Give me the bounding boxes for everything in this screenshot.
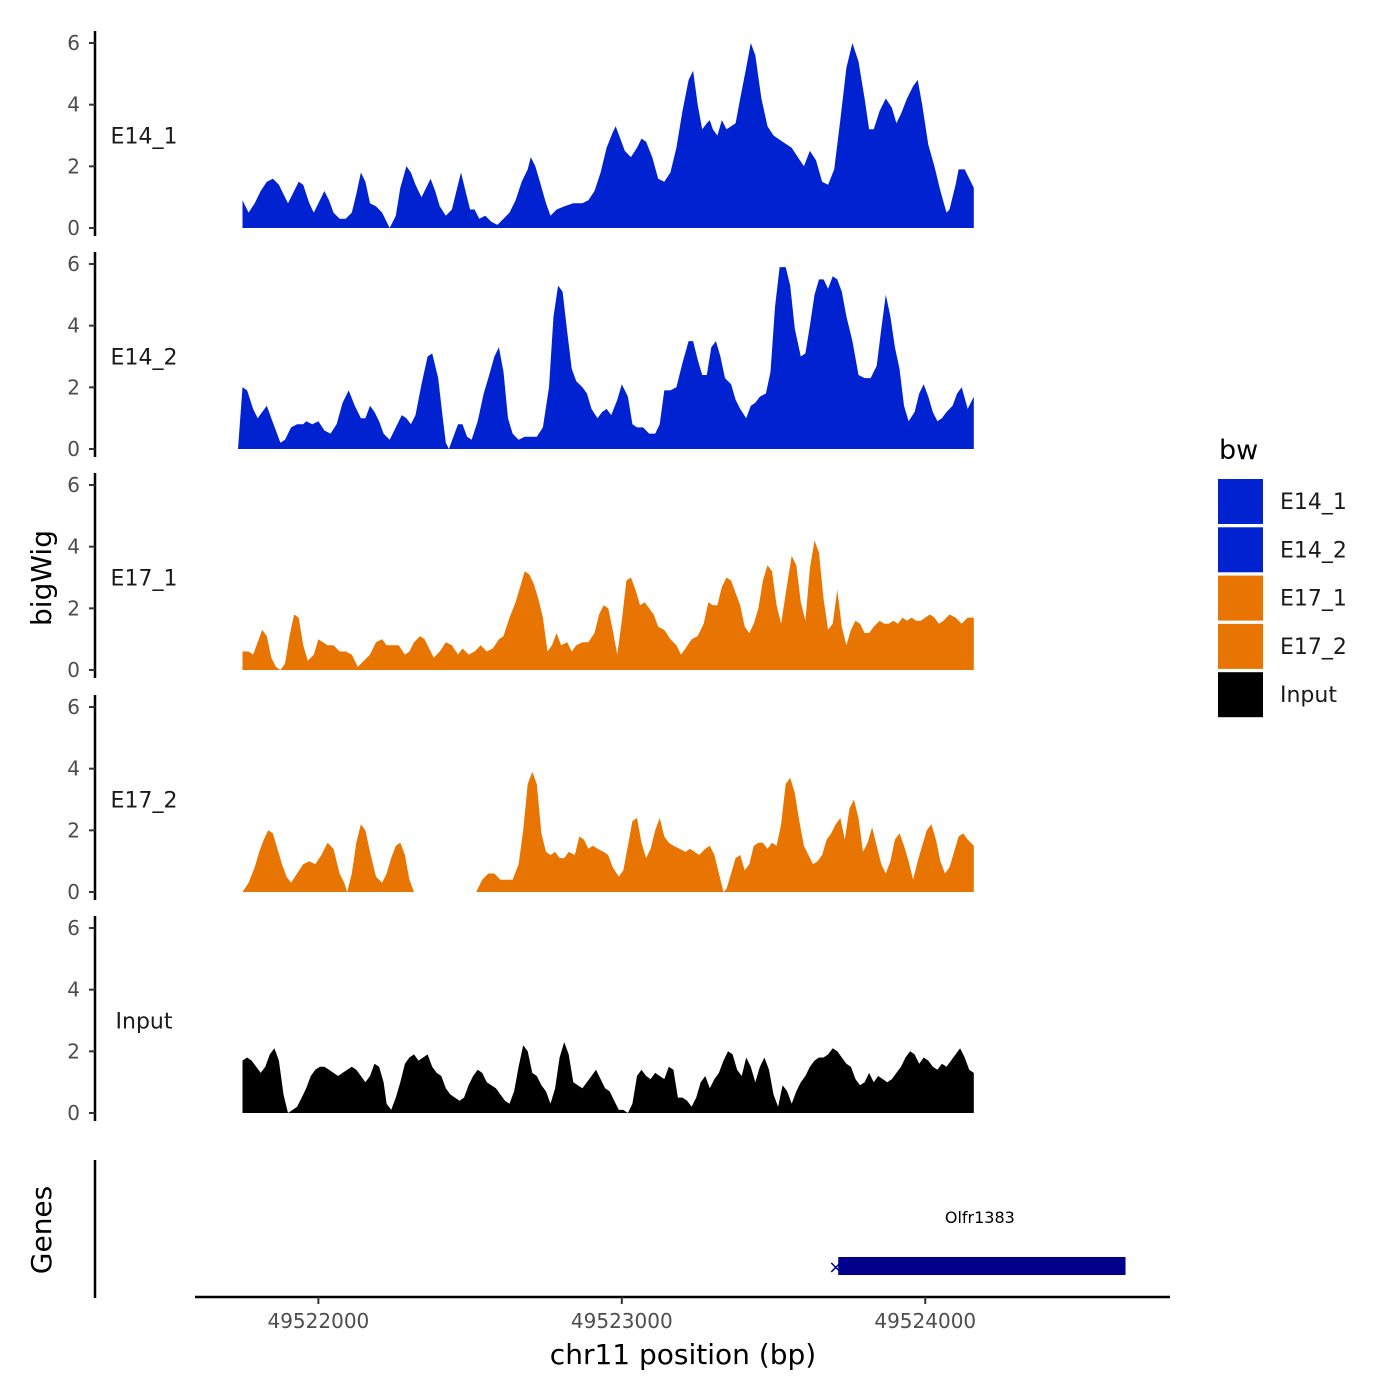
legend-swatch [1218, 527, 1263, 573]
legend-item-E14_1: E14_1 [1218, 479, 1347, 524]
legend-swatch [1218, 672, 1263, 718]
y-tick-label: 2 [67, 818, 80, 842]
x-tick-label: 49523000 [571, 1309, 673, 1333]
y-tick-label: 0 [67, 216, 80, 240]
y-tick-label: 4 [67, 535, 80, 559]
y-tick-label: 0 [67, 658, 80, 682]
gene-Olfr1383: × Olfr1383 [828, 1208, 1126, 1278]
y-axis-title: bigWig [25, 530, 58, 626]
y-tick-label: 4 [67, 93, 80, 117]
area-E17_2 [242, 771, 974, 892]
track-label: E17_2 [111, 789, 178, 814]
track-label: E14_2 [111, 346, 178, 371]
legend-label: E17_1 [1280, 587, 1347, 612]
x-axis-title: chr11 position (bp) [550, 1338, 816, 1371]
x-tick-label: 49524000 [874, 1309, 976, 1333]
track-E17_2: 0 2 4 6 E17_2 [67, 695, 974, 904]
track-label: E14_1 [111, 125, 178, 150]
legend-swatch [1218, 479, 1263, 524]
y-tick-label: 6 [67, 473, 80, 497]
area-E14_2 [238, 267, 974, 449]
track-E14_1: 0 2 4 6 E14_1 [67, 31, 974, 240]
legend-item-Input: Input [1218, 672, 1337, 718]
y-tick-label: 2 [67, 154, 80, 178]
legend-title: bw [1219, 435, 1258, 466]
genes-panel: × Olfr1383 [93, 1160, 1126, 1298]
track-label: Input [116, 1010, 173, 1035]
area-E17_1 [242, 540, 974, 670]
track-Input: 0 2 4 6 Input [67, 916, 974, 1125]
y-tick-label: 0 [67, 1101, 80, 1125]
area-Input [242, 1042, 974, 1113]
legend-label: E17_2 [1280, 635, 1347, 660]
track-E17_1: 0 2 4 6 E17_1 [67, 473, 974, 682]
genes-axis-title: Genes [25, 1186, 58, 1274]
track-E14_2: 0 2 4 6 E14_2 [67, 252, 974, 461]
legend-label: E14_1 [1280, 490, 1347, 515]
y-tick-label: 4 [67, 757, 80, 781]
y-tick-label: 6 [67, 916, 80, 940]
y-tick-label: 0 [67, 437, 80, 461]
x-tick-label: 49522000 [267, 1309, 369, 1333]
y-tick-label: 6 [67, 695, 80, 719]
gene-strand-mark: × [828, 1257, 843, 1278]
area-E14_1 [242, 43, 974, 228]
legend-swatch [1218, 623, 1263, 669]
y-tick-label: 2 [67, 596, 80, 620]
legend-item-E17_2: E17_2 [1218, 623, 1347, 669]
legend-label: E14_2 [1280, 538, 1347, 563]
gene-body [838, 1257, 1126, 1275]
y-tick-label: 2 [67, 375, 80, 399]
y-tick-label: 6 [67, 252, 80, 276]
tracks-panel: 0 2 4 6 E14_1 0 2 4 6 E14_2 0 2 4 6 E17_1 0 2 4 6 E17_2 0 2 4 6… [67, 31, 974, 1125]
legend-item-E17_1: E17_1 [1218, 575, 1347, 621]
y-tick-label: 2 [67, 1039, 80, 1063]
y-tick-label: 0 [67, 880, 80, 904]
legend-label: Input [1280, 683, 1337, 708]
legend-item-E14_2: E14_2 [1218, 527, 1347, 573]
y-tick-label: 6 [67, 31, 80, 55]
legend-swatch [1218, 575, 1263, 621]
track-label: E17_1 [111, 567, 178, 592]
gene-label: Olfr1383 [945, 1208, 1015, 1227]
legend: bw E14_1 E14_2 E17_1 E17_2 Input [1218, 435, 1347, 718]
x-axis: 49522000 49523000 49524000 [195, 1295, 1170, 1333]
y-tick-label: 4 [67, 314, 80, 338]
y-tick-label: 4 [67, 978, 80, 1002]
